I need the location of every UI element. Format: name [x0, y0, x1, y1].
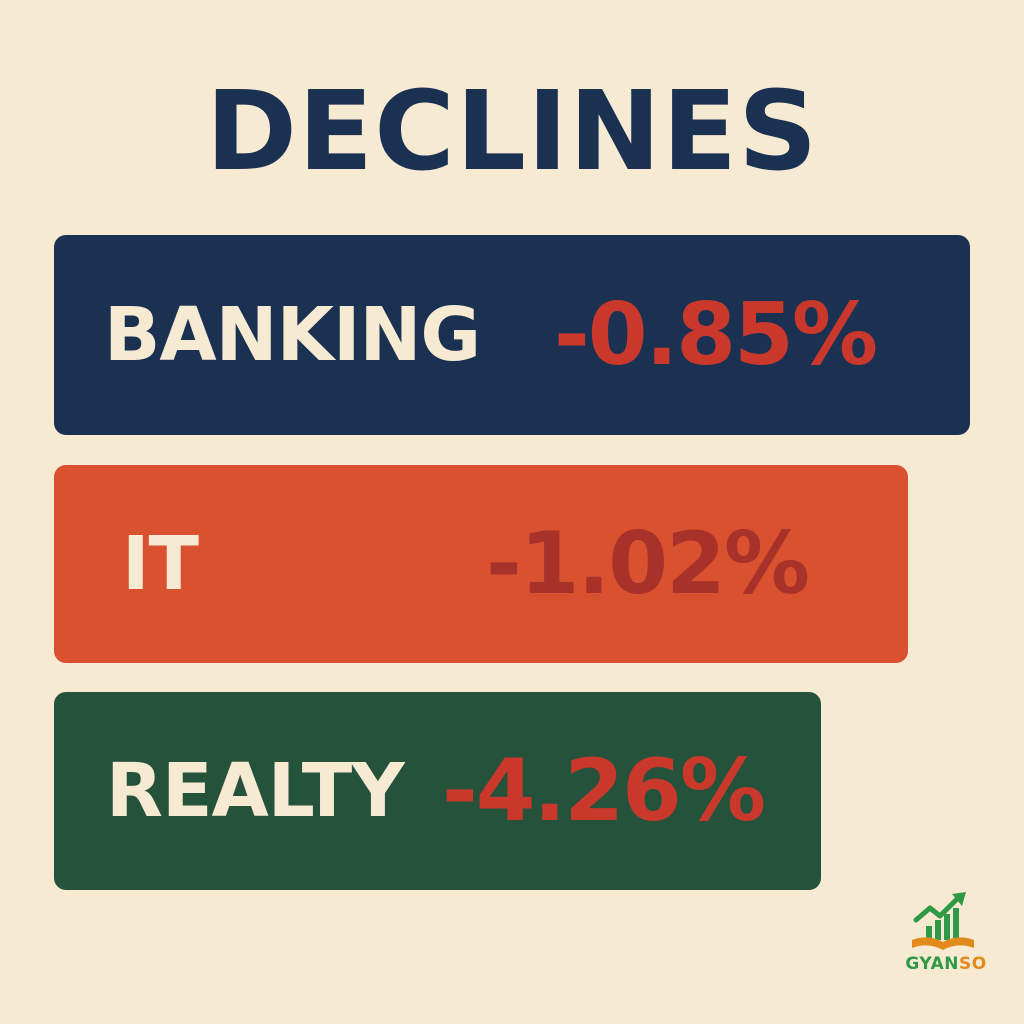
sector-value: -1.02% — [486, 514, 810, 614]
sector-bar-realty: REALTY -4.26% — [54, 692, 821, 890]
sector-label: IT — [122, 521, 199, 607]
brand-name-part2: SO — [958, 954, 987, 974]
sector-bar-it: IT -1.02% — [54, 465, 908, 663]
sector-value: -0.85% — [554, 285, 878, 385]
page-title: DECLINES — [205, 67, 819, 195]
sector-value: -4.26% — [442, 741, 766, 841]
sector-bar-banking: BANKING -0.85% — [54, 235, 970, 435]
brand-logo: GYANSO — [900, 890, 990, 990]
sector-label: REALTY — [106, 748, 405, 834]
brand-name-part1: GYAN — [905, 954, 959, 974]
sector-label: BANKING — [104, 292, 481, 378]
rising-chart-book-icon — [912, 892, 974, 950]
brand-name: GYANSO — [896, 954, 996, 974]
